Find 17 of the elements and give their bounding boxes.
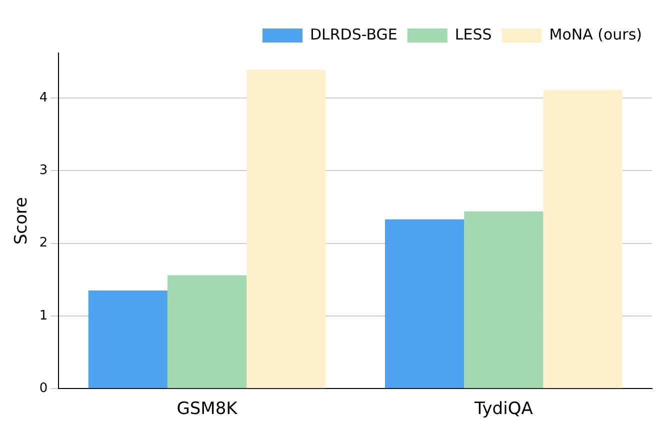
- y-tick-label: 3: [39, 163, 48, 178]
- x-tick-label: TydiQA: [474, 399, 534, 420]
- y-tick-label: 1: [39, 308, 48, 324]
- y-tick-label: 4: [39, 90, 48, 106]
- x-tick-label: GSM8K: [176, 399, 238, 420]
- bar: [88, 290, 168, 388]
- bar: [385, 219, 464, 388]
- bar: [246, 70, 326, 388]
- bar: [464, 211, 544, 388]
- legend-label: MoNA (ours): [549, 25, 642, 44]
- y-tick-label: 0: [39, 380, 48, 396]
- legend-label: LESS: [454, 25, 492, 44]
- bar: [543, 90, 622, 388]
- y-tick-label: 2: [39, 236, 48, 251]
- y-axis-title: Score: [12, 196, 32, 245]
- bar: [167, 275, 247, 388]
- legend-label: DLRDS-BGE: [310, 25, 398, 44]
